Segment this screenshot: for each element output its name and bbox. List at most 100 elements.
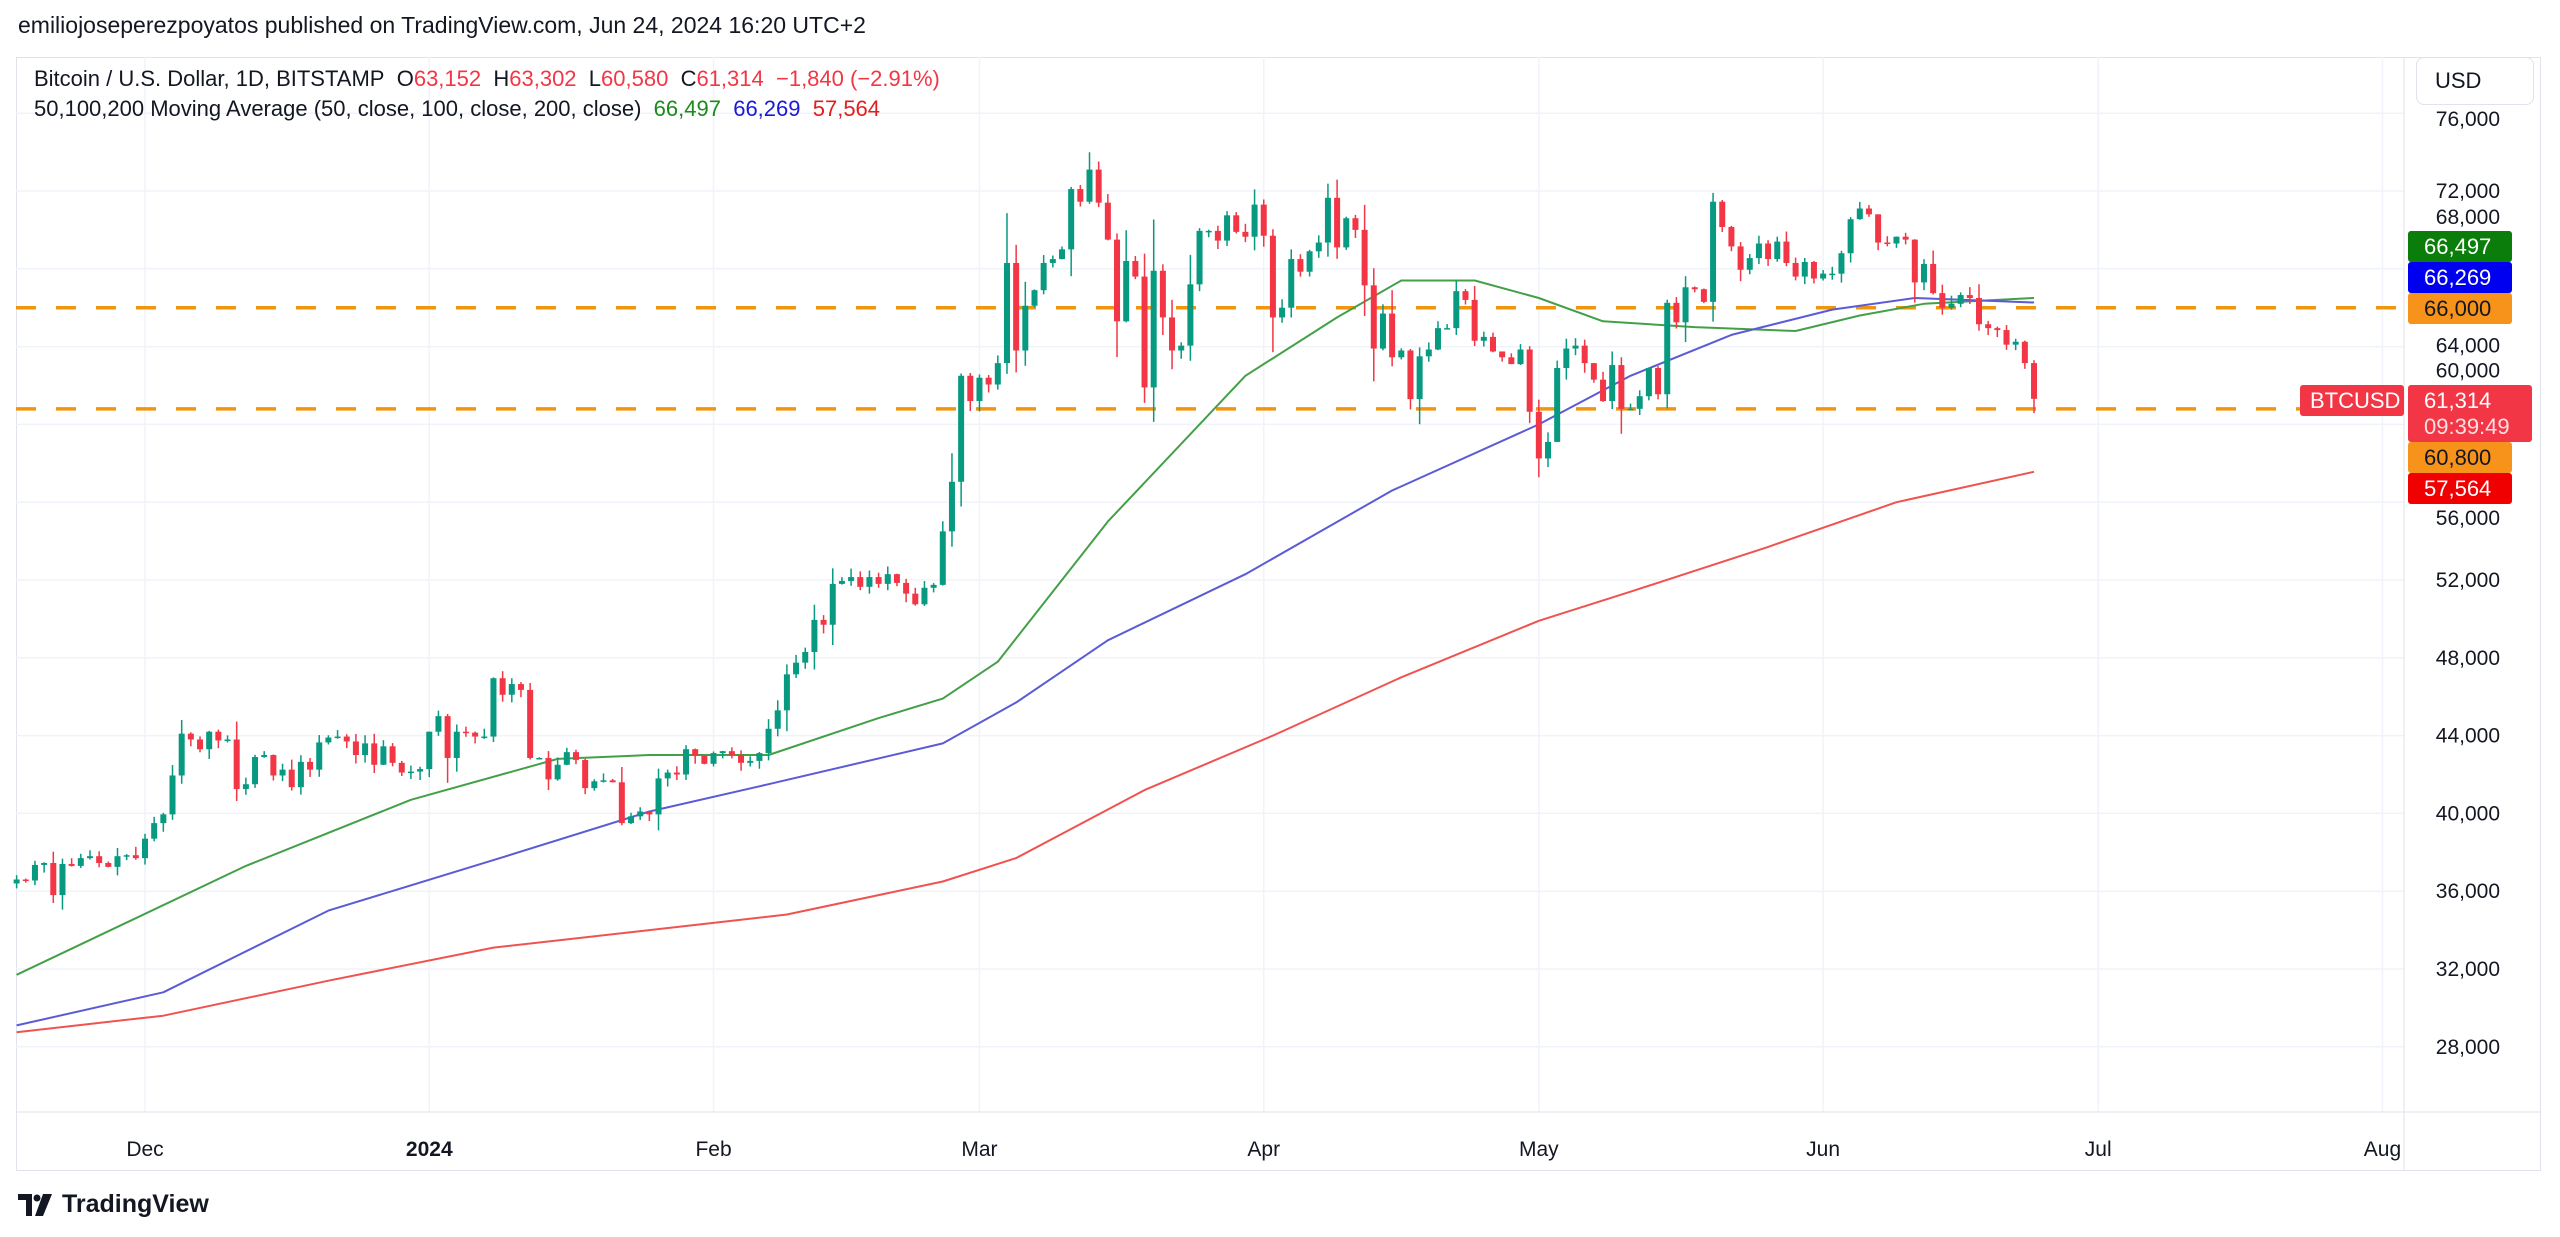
candle-down	[1233, 215, 1240, 232]
candle-up	[1517, 349, 1524, 365]
price-tick-label: 48,000	[2436, 647, 2500, 670]
candle-up	[866, 577, 873, 587]
price-axis[interactable]: 28,000 32,000 36,000 40,000 44,000 48,000 52,0…	[2436, 108, 2500, 1059]
price-tick-label: 56,000	[2436, 507, 2500, 530]
candle-down	[1462, 291, 1469, 300]
candle-up	[481, 736, 488, 739]
time-tick-label: Mar	[961, 1138, 997, 1161]
candle-down	[1719, 201, 1726, 227]
publisher-line: emiliojoseperezpoyatos published on Trad…	[18, 12, 866, 38]
candle-up	[1178, 345, 1185, 351]
candle-up	[380, 746, 387, 765]
candle-down	[270, 755, 277, 776]
candle-up	[994, 363, 1001, 385]
candle-down	[499, 678, 506, 695]
candle-up	[1893, 236, 1900, 244]
candle-up	[600, 780, 607, 782]
candle-up	[142, 838, 148, 859]
candle-down	[875, 577, 882, 584]
candle-down	[545, 757, 552, 780]
price-tick-label: 40,000	[2436, 802, 2500, 825]
candle-up	[417, 769, 424, 772]
candle-up	[86, 856, 93, 859]
candle-down	[96, 856, 103, 863]
candle-up	[13, 879, 20, 884]
chart-frame	[16, 57, 2541, 1171]
candle-down	[857, 577, 864, 587]
candle-up	[1829, 273, 1836, 276]
candle-down	[1499, 351, 1506, 358]
candle-down	[197, 739, 204, 750]
candle-up	[123, 855, 130, 857]
candle-up	[637, 811, 644, 817]
candle-up	[554, 764, 561, 780]
candle-up	[1838, 253, 1845, 274]
candle-down	[1655, 367, 1662, 395]
candle-down	[1875, 214, 1882, 243]
tradingview-brand[interactable]: TradingView	[18, 1190, 209, 1219]
candle-down	[1471, 299, 1478, 341]
candle-down	[609, 780, 616, 783]
candle-up	[683, 749, 690, 775]
candle-up	[774, 710, 781, 729]
candle-up	[838, 580, 845, 584]
candle-up	[1187, 284, 1194, 346]
brand-name: TradingView	[62, 1190, 209, 1218]
candle-down	[1865, 208, 1872, 215]
candle-down	[1169, 317, 1176, 351]
candle-down	[288, 769, 295, 788]
candle-down	[1902, 236, 1909, 240]
candle-up	[1306, 251, 1313, 272]
candle-down	[1260, 204, 1267, 236]
time-tick-label: Jun	[1806, 1138, 1840, 1161]
candle-up	[279, 769, 286, 776]
open-value: 63,152	[413, 66, 482, 91]
candle-up	[710, 753, 717, 764]
candle-down	[1590, 363, 1597, 380]
candle-up	[160, 814, 167, 824]
candle-up	[334, 736, 341, 739]
price-tick-label: 60,000	[2436, 359, 2500, 382]
candle-down	[1728, 226, 1735, 247]
candle-up	[1425, 349, 1432, 357]
candle-down	[233, 739, 240, 790]
candle-up	[921, 587, 928, 605]
candle-up	[664, 772, 671, 779]
change-value: −1,840 (−2.91%)	[775, 66, 940, 91]
candle-up	[1205, 230, 1212, 233]
candle-down	[618, 782, 625, 824]
candle-up	[1251, 204, 1258, 237]
candle-up	[1636, 396, 1643, 409]
candle-up	[169, 775, 176, 815]
candle-up	[628, 816, 635, 824]
time-tick-label: Feb	[695, 1138, 731, 1161]
candle-up	[1645, 367, 1652, 397]
price-tick-label: 44,000	[2436, 725, 2500, 748]
candle-up	[1545, 441, 1552, 459]
candle-up	[1664, 302, 1671, 395]
currency-button[interactable]: USD	[2416, 57, 2534, 105]
candle-down	[398, 762, 405, 773]
time-tick-label: 2024	[406, 1138, 453, 1161]
candle-up	[811, 619, 818, 652]
candle-up	[508, 684, 515, 695]
candle-up	[1710, 201, 1717, 302]
candle-up	[802, 651, 809, 663]
time-tick-label: Jul	[2085, 1138, 2112, 1161]
bar-countdown: 09:39:49	[2424, 413, 2510, 439]
candle-down	[1976, 297, 1982, 325]
candle-up	[1682, 287, 1689, 323]
candle-up	[407, 771, 414, 774]
candle-up	[41, 862, 48, 865]
candle-down	[389, 746, 396, 763]
candle-up	[1398, 350, 1405, 358]
candle-down	[1077, 189, 1084, 202]
candle-up	[1324, 197, 1331, 243]
candle-up	[362, 743, 369, 756]
ma100-price-tag: 66,269	[2408, 262, 2512, 293]
candle-up	[958, 375, 965, 482]
candle-down	[1361, 229, 1368, 286]
time-axis[interactable]: Dec 2024 Feb Mar Apr May Jun Jul Aug	[126, 1138, 2401, 1161]
candle-down	[68, 863, 75, 866]
